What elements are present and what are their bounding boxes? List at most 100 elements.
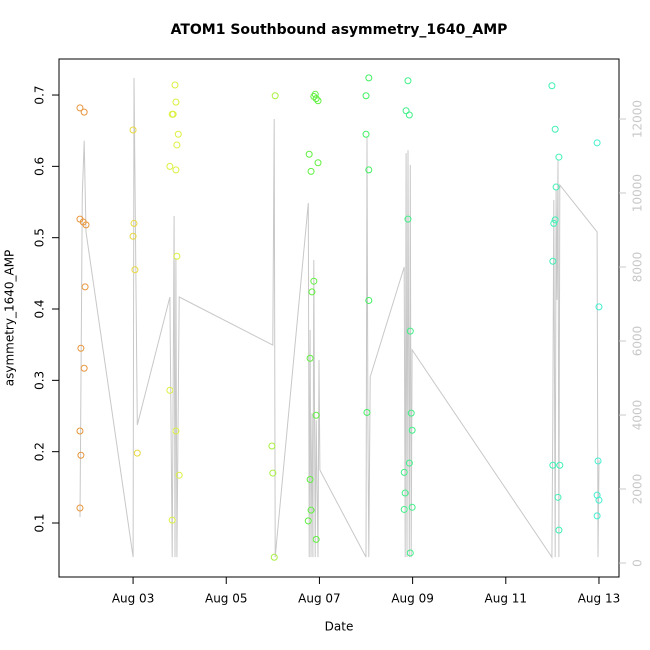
point — [306, 475, 314, 483]
y-tick-label: 0.7 — [33, 85, 47, 104]
point — [80, 364, 88, 372]
x-tick-label: Aug 05 — [205, 592, 248, 606]
point — [593, 139, 601, 147]
point — [404, 215, 412, 223]
point — [408, 503, 416, 511]
point — [593, 512, 601, 520]
point — [405, 111, 413, 119]
point — [406, 327, 414, 335]
point — [306, 354, 314, 362]
point — [174, 130, 182, 138]
y-tick-label: 0.1 — [33, 513, 47, 532]
point — [172, 427, 180, 435]
y-tick-label: 0.5 — [33, 228, 47, 247]
point — [271, 92, 279, 100]
point — [407, 409, 415, 417]
point — [175, 471, 183, 479]
point — [595, 496, 603, 504]
point — [400, 468, 408, 476]
point — [308, 288, 316, 296]
point — [77, 451, 85, 459]
x-tick-label: Aug 03 — [112, 592, 155, 606]
point — [77, 344, 85, 352]
point — [312, 535, 320, 543]
point — [269, 469, 277, 477]
point — [172, 98, 180, 106]
point — [310, 92, 318, 100]
point — [129, 232, 137, 240]
y2-tick-label: 10000 — [631, 174, 645, 212]
point — [173, 252, 181, 260]
y2-tick-label: 12000 — [631, 100, 645, 138]
point — [76, 504, 84, 512]
point — [166, 162, 174, 170]
y-tick-label: 0.6 — [33, 157, 47, 176]
point — [552, 183, 560, 191]
point — [549, 461, 557, 469]
point — [314, 97, 322, 105]
point — [130, 219, 138, 227]
point — [172, 166, 180, 174]
x-tick-label: Aug 11 — [485, 592, 528, 606]
point — [365, 166, 373, 174]
y-tick-label: 0.2 — [33, 442, 47, 461]
point — [270, 553, 278, 561]
point — [555, 153, 563, 161]
point — [594, 457, 602, 465]
point — [133, 449, 141, 457]
point — [406, 549, 414, 557]
point — [171, 81, 179, 89]
point — [556, 461, 564, 469]
y2-tick-label: 6000 — [631, 326, 645, 357]
point — [595, 303, 603, 311]
x-tick-label: Aug 13 — [578, 592, 621, 606]
point — [550, 219, 558, 227]
point — [554, 493, 562, 501]
point — [81, 283, 89, 291]
point — [551, 125, 559, 133]
point — [405, 459, 413, 467]
point — [551, 216, 559, 224]
y-tick-label: 0.3 — [33, 371, 47, 390]
point — [168, 110, 176, 118]
y2-tick-label: 8000 — [631, 252, 645, 283]
y-tick-label: 0.4 — [33, 299, 47, 318]
plot-frame — [58, 58, 620, 578]
y2-tick-label: 2000 — [631, 474, 645, 505]
point — [304, 517, 312, 525]
point — [365, 74, 373, 82]
point — [402, 107, 410, 115]
point — [268, 442, 276, 450]
x-tick-label: Aug 09 — [391, 592, 434, 606]
point — [408, 426, 416, 434]
point — [548, 82, 556, 90]
chart-title: ATOM1 Southbound asymmetry_1640_AMP — [171, 22, 508, 38]
point — [131, 266, 139, 274]
point — [555, 526, 563, 534]
point — [76, 104, 84, 112]
point — [363, 408, 371, 416]
point — [129, 126, 137, 134]
point — [312, 95, 320, 103]
point — [166, 386, 174, 394]
point — [549, 257, 557, 265]
y2-tick-label: 4000 — [631, 400, 645, 431]
point — [401, 489, 409, 497]
point — [362, 130, 370, 138]
point — [400, 505, 408, 513]
point — [307, 506, 315, 514]
point — [307, 167, 315, 175]
point — [312, 411, 320, 419]
point — [76, 427, 84, 435]
point — [365, 296, 373, 304]
y2-tick-label: 0 — [631, 559, 645, 567]
point — [82, 221, 90, 229]
point — [310, 277, 318, 285]
point — [404, 77, 412, 85]
point — [173, 141, 181, 149]
point — [314, 159, 322, 167]
line-series — [79, 77, 600, 559]
